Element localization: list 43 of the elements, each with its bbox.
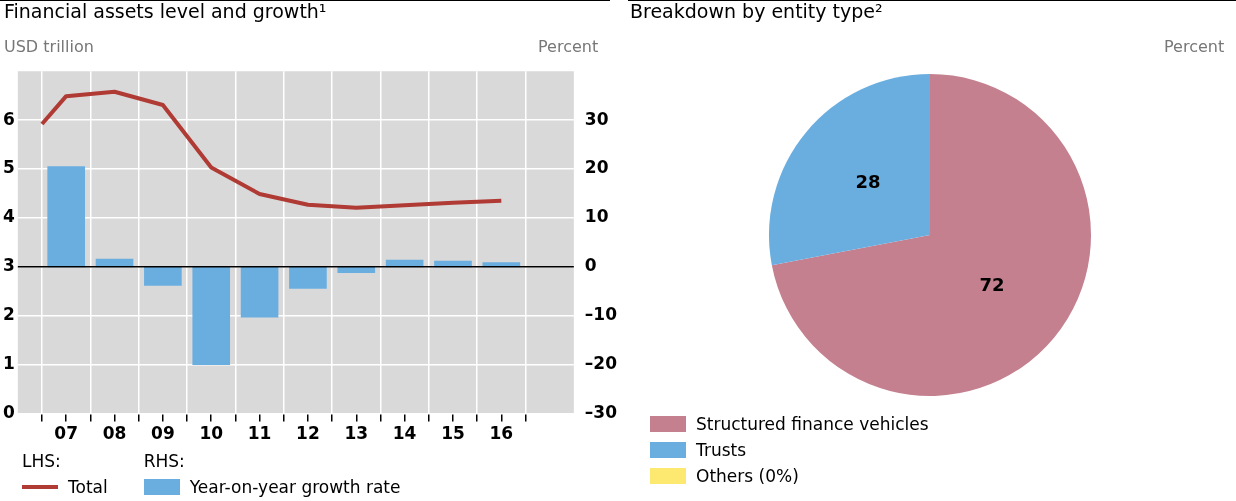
legend-label: Year-on-year growth rate	[189, 477, 401, 497]
y2-tick-label: 20	[584, 157, 609, 178]
y-tick-label: 1	[2, 353, 15, 374]
legend-label: Trusts	[696, 440, 747, 460]
y2-tick-label: 0	[584, 255, 597, 276]
y-tick-label: 5	[2, 157, 15, 178]
chart-title: Financial assets level and growth¹	[4, 0, 327, 22]
legend-label: Others (0%)	[696, 466, 799, 486]
y-tick-label: 4	[2, 206, 15, 227]
x-tick-label: 12	[296, 423, 320, 444]
y-tick-label: 6	[2, 108, 15, 129]
text: LHS:	[22, 450, 62, 473]
x-tick-label: 15	[441, 423, 465, 444]
y-axis-title: USD trillion	[4, 37, 94, 56]
y-tick-label: 3	[2, 255, 15, 276]
x-tick-label: 11	[247, 423, 272, 444]
bar	[144, 266, 182, 286]
y2-tick-label: –20	[584, 353, 618, 374]
y-tick-label: 2	[2, 304, 15, 325]
x-tick-label: 08	[102, 423, 127, 444]
x-tick-label: 14	[392, 423, 417, 444]
x-tick-label: 16	[489, 423, 514, 444]
legend-label: Structured finance vehicles	[696, 414, 929, 434]
bar	[47, 166, 86, 268]
y2-tick-label: –10	[584, 304, 618, 325]
legend-label: Total	[68, 477, 108, 497]
x-tick-label: 07	[54, 423, 79, 444]
x-tick-label: 13	[344, 423, 369, 444]
bar	[192, 266, 231, 366]
x-tick-label: 09	[151, 423, 175, 444]
chart-title: Breakdown by entity type²	[630, 0, 883, 22]
y-tick-label: 0	[2, 402, 15, 423]
y2-axis-title: Percent	[538, 37, 599, 56]
data-label: 28	[855, 171, 881, 193]
y2-tick-label: 10	[584, 206, 609, 227]
data-label: 72	[979, 273, 1005, 295]
bar	[289, 266, 327, 289]
y2-tick-label: –30	[584, 402, 618, 423]
y2-tick-label: 30	[584, 108, 609, 129]
text: Percent	[1164, 37, 1225, 56]
x-tick-label: 10	[199, 423, 224, 444]
bar	[240, 266, 279, 318]
text: RHS:	[143, 450, 186, 473]
